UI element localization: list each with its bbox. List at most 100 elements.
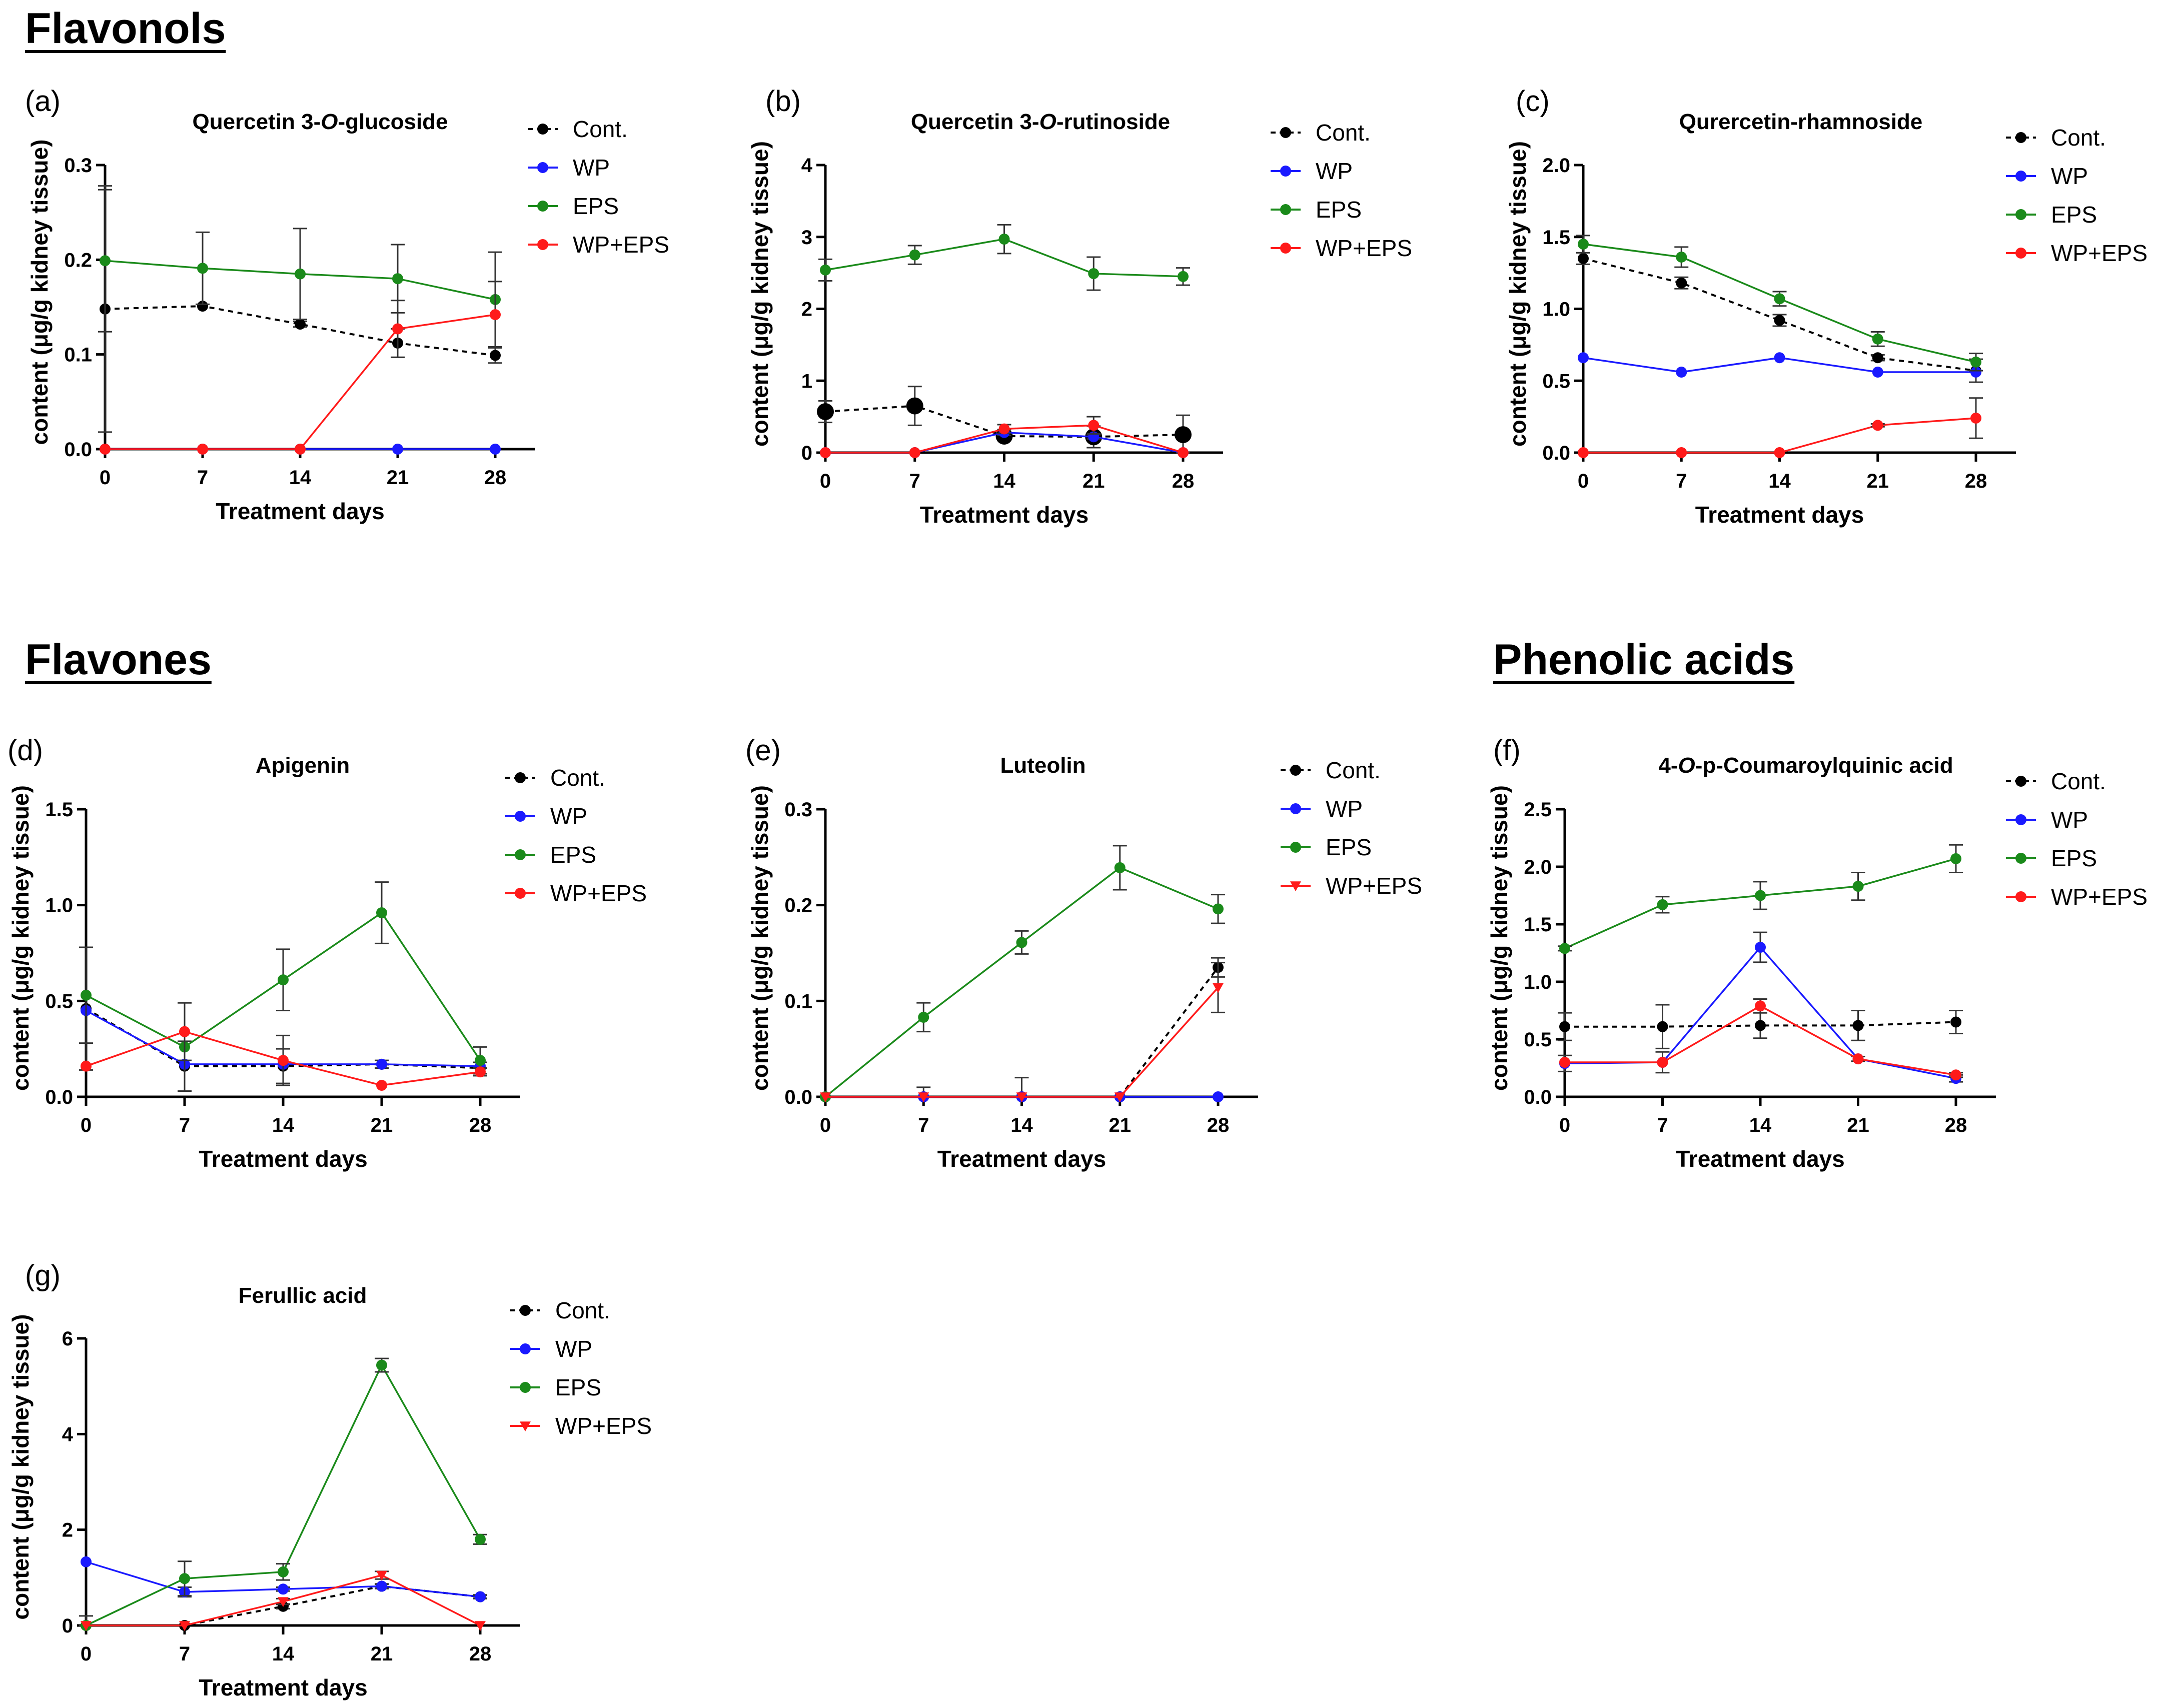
- data-point: [1755, 890, 1766, 901]
- data-point: [1755, 942, 1766, 953]
- legend-marker: [1290, 765, 1301, 776]
- series-wp-eps: [81, 1570, 486, 1631]
- y-tick-label: 0.5: [45, 990, 73, 1012]
- data-point: [820, 264, 831, 276]
- y-tick-label: 2.5: [1524, 799, 1552, 821]
- data-point: [475, 1591, 486, 1602]
- x-tick-label: 7: [1676, 470, 1687, 492]
- legend-label: WP+EPS: [555, 1413, 652, 1439]
- legend-marker: [1280, 166, 1291, 177]
- data-point: [81, 1621, 92, 1631]
- data-point: [1114, 1092, 1126, 1102]
- y-tick-label: 0.1: [784, 990, 812, 1012]
- data-point: [1755, 1020, 1766, 1031]
- data-point: [1755, 1000, 1766, 1012]
- data-point: [909, 447, 920, 458]
- chart-panel-e: (e) Luteolin 0.0 0.1 0.2 0.3 0 7 14 21 28 Treatment…: [745, 734, 1422, 1172]
- data-point: [1852, 1020, 1864, 1031]
- series-line: [1583, 257, 1976, 372]
- data-point: [1872, 420, 1883, 431]
- legend: Cont. WP EPS WP+EPS: [510, 1297, 652, 1439]
- data-point: [278, 1583, 289, 1595]
- chart-title: Qurercetin-rhamnoside: [1679, 110, 1923, 134]
- panel-label: (b): [765, 85, 801, 118]
- y-tick-label: 3: [801, 227, 812, 249]
- x-tick-label: 0: [1559, 1114, 1570, 1136]
- x-tick-label: 21: [371, 1114, 393, 1136]
- data-point: [1657, 1021, 1668, 1032]
- data-point: [1950, 1016, 1961, 1028]
- data-point: [376, 1570, 387, 1581]
- data-point: [1178, 447, 1189, 458]
- data-point: [820, 447, 831, 458]
- series-wp: [1578, 352, 1981, 378]
- y-tick-label: 4: [62, 1423, 74, 1445]
- y-tick-label: 2: [62, 1519, 73, 1541]
- data-point: [1950, 1069, 1961, 1081]
- data-point: [197, 263, 208, 274]
- legend-label: Cont.: [2051, 768, 2106, 794]
- data-point: [1088, 420, 1100, 431]
- legend-label: WP+EPS: [573, 232, 669, 258]
- data-point: [490, 309, 501, 321]
- data-point: [1175, 426, 1192, 444]
- data-point: [1872, 333, 1883, 345]
- y-tick-label: 0.0: [784, 1086, 812, 1108]
- chart-title: Quercetin 3-O-rutinoside: [911, 110, 1170, 134]
- legend-marker: [520, 1382, 531, 1393]
- data-point: [490, 350, 501, 361]
- chart-panel-d: (d) Apigenin 0.0 0.5 1.0 1.5 0 7 14 21 28 Treatment…: [8, 734, 647, 1172]
- data-point: [1578, 447, 1589, 458]
- legend: Cont. WP EPS WP+EPS: [528, 116, 669, 258]
- legend-label: Cont.: [555, 1297, 610, 1323]
- y-tick-label: 0.2: [784, 895, 812, 917]
- x-tick-label: 21: [1847, 1114, 1869, 1136]
- data-point: [278, 1055, 289, 1066]
- legend-label: Cont.: [1316, 120, 1371, 146]
- data-point: [81, 989, 92, 1001]
- data-point: [490, 444, 501, 455]
- data-point: [295, 444, 306, 455]
- legend-marker: [2015, 891, 2026, 902]
- panel-label: (g): [25, 1259, 61, 1292]
- data-point: [1774, 447, 1785, 458]
- y-tick-label: 2.0: [1542, 155, 1570, 177]
- data-point: [1578, 352, 1589, 364]
- legend-marker: [520, 1305, 531, 1316]
- data-point: [820, 1092, 831, 1102]
- chart-panel-g: (g) Ferullic acid 0 2 4 6 0 7 14 21 28 Treatment da…: [8, 1259, 652, 1700]
- y-axis-label: content (μg/g kidney tissue): [8, 785, 34, 1091]
- legend-label: Cont.: [1326, 757, 1381, 783]
- panel-label: (e): [745, 734, 781, 767]
- section-title-flavones: Flavones: [25, 636, 212, 684]
- series-wp-eps: [81, 1002, 487, 1091]
- data-point: [1676, 252, 1687, 263]
- x-tick-label: 0: [81, 1643, 92, 1665]
- data-point: [1213, 903, 1224, 915]
- x-tick-label: 28: [469, 1643, 492, 1665]
- x-tick-label: 21: [371, 1643, 393, 1665]
- data-point: [1872, 367, 1883, 378]
- data-point: [100, 255, 111, 267]
- x-axis-label: Treatment days: [1676, 1146, 1844, 1172]
- legend-label: EPS: [573, 193, 619, 219]
- chart-panel-a: (a) Quercetin 3-O-glucoside 0.0 0.1 0.2 0.3 0 7…: [25, 85, 669, 524]
- legend-label: WP+EPS: [1326, 873, 1422, 899]
- data-point: [1774, 293, 1785, 305]
- data-point: [197, 444, 208, 455]
- legend-label: Cont.: [2051, 125, 2106, 151]
- data-point: [1016, 937, 1027, 948]
- data-point: [1088, 268, 1100, 280]
- data-point: [1774, 315, 1785, 326]
- y-tick-label: 0.2: [64, 249, 92, 271]
- data-point: [376, 1080, 387, 1091]
- legend-marker: [1280, 243, 1291, 254]
- y-tick-label: 1.5: [1542, 227, 1570, 249]
- series-eps: [1558, 844, 1963, 954]
- x-tick-label: 14: [993, 470, 1015, 492]
- x-tick-label: 14: [272, 1643, 295, 1665]
- data-point: [475, 1055, 486, 1066]
- x-axis-label: Treatment days: [920, 502, 1089, 528]
- legend-marker: [537, 201, 548, 212]
- y-axis-label: content (μg/g kidney tissue): [8, 1314, 34, 1620]
